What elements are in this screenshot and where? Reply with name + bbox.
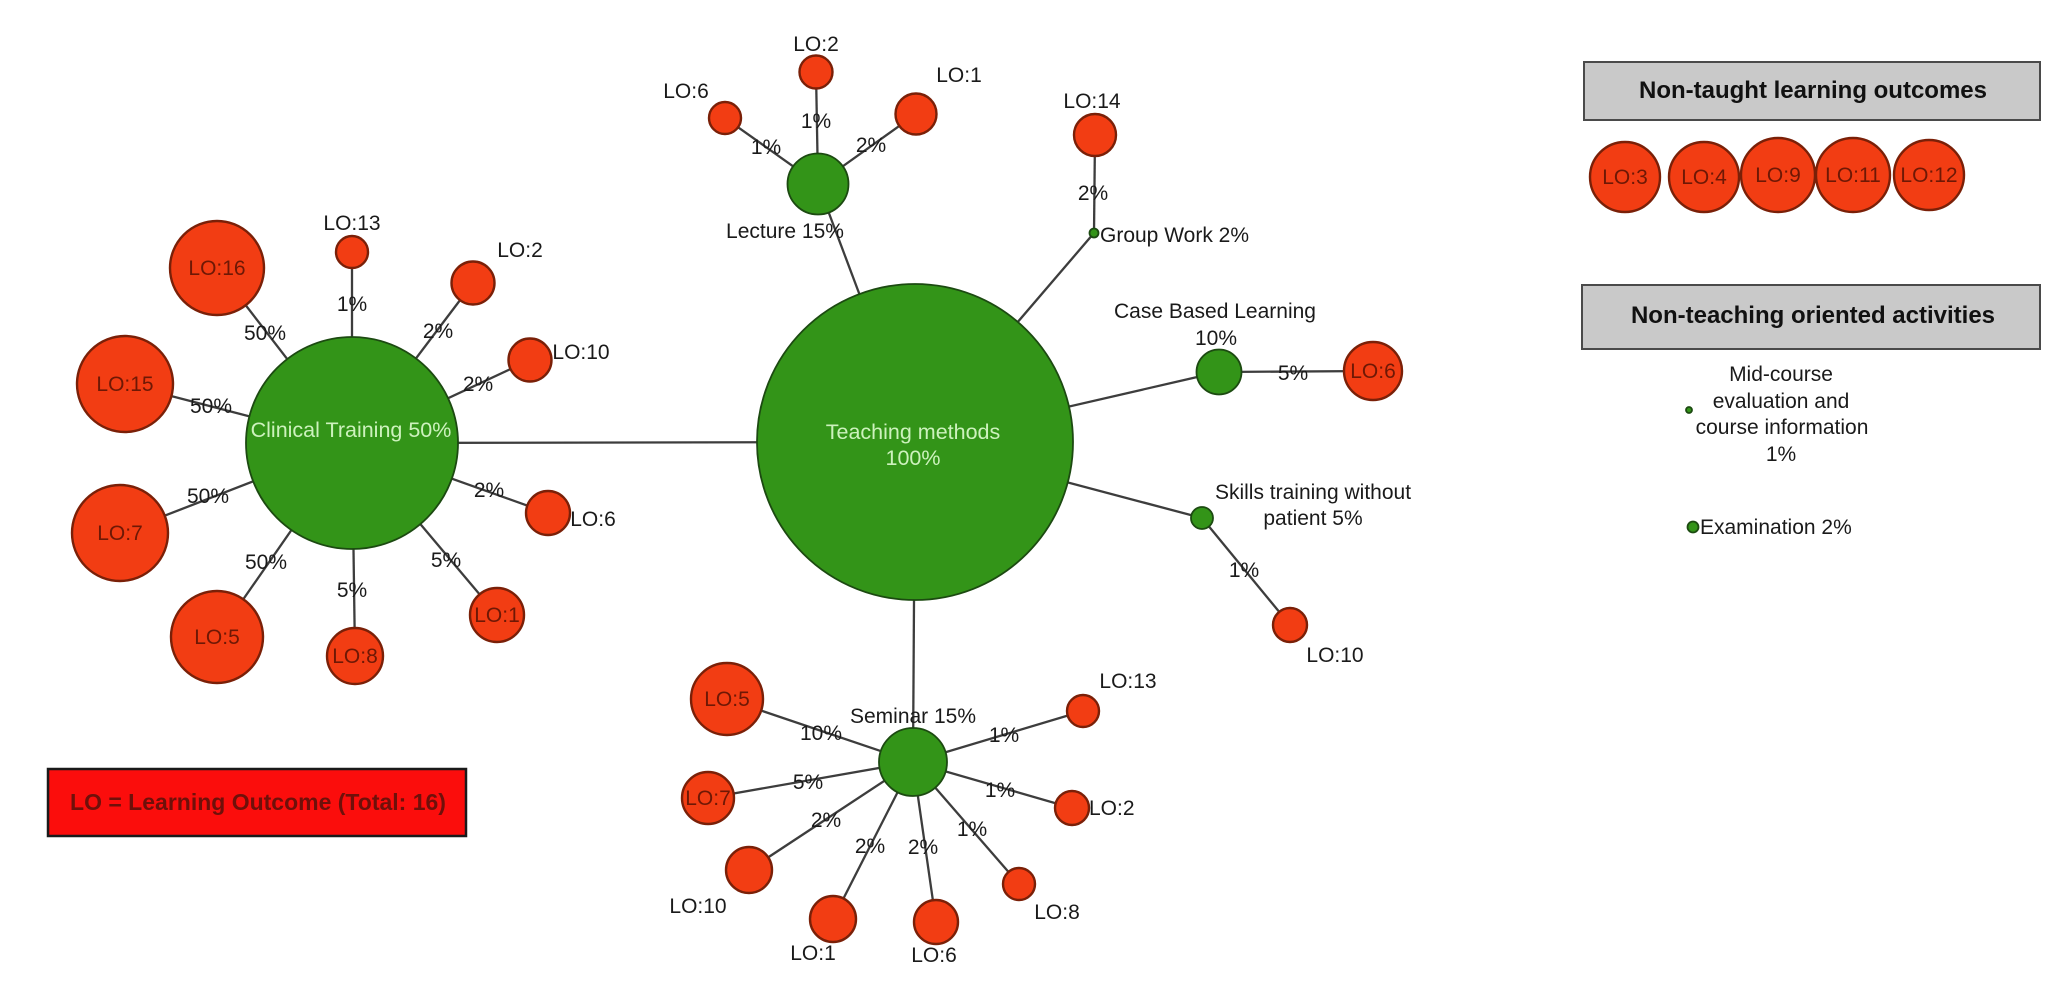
svg-text:LO:6: LO:6 — [570, 508, 616, 531]
svg-text:Non-teaching oriented activiti: Non-teaching oriented activities — [1631, 302, 1995, 329]
svg-text:LO:9: LO:9 — [1755, 164, 1801, 187]
svg-text:Lecture 15%: Lecture 15% — [726, 220, 844, 243]
svg-text:LO:6: LO:6 — [1350, 360, 1396, 383]
svg-text:Non-taught learning outcomes: Non-taught learning outcomes — [1639, 77, 1987, 104]
svg-text:LO:13: LO:13 — [323, 212, 380, 235]
svg-text:2%: 2% — [463, 373, 493, 396]
svg-text:LO:1: LO:1 — [936, 64, 982, 87]
svg-text:LO:7: LO:7 — [97, 522, 143, 545]
svg-text:Examination 2%: Examination 2% — [1700, 516, 1852, 539]
svg-text:1%: 1% — [989, 724, 1019, 747]
svg-text:LO:16: LO:16 — [188, 257, 245, 280]
svg-text:LO:8: LO:8 — [1034, 901, 1080, 924]
svg-text:1%: 1% — [957, 818, 987, 841]
svg-text:Clinical Training 50%: Clinical Training 50% — [251, 418, 452, 442]
svg-text:patient 5%: patient 5% — [1263, 507, 1362, 530]
svg-text:LO:7: LO:7 — [685, 787, 731, 810]
svg-text:LO:5: LO:5 — [704, 688, 750, 711]
svg-text:1%: 1% — [337, 293, 367, 316]
svg-text:Group Work 2%: Group Work 2% — [1100, 224, 1249, 247]
svg-text:LO:1: LO:1 — [790, 942, 836, 965]
svg-text:LO:8: LO:8 — [332, 645, 378, 668]
svg-text:Skills training without: Skills training without — [1215, 481, 1411, 504]
svg-text:10%: 10% — [800, 722, 842, 745]
svg-text:LO:5: LO:5 — [194, 626, 240, 649]
svg-text:LO:2: LO:2 — [497, 239, 543, 262]
svg-text:LO:13: LO:13 — [1099, 670, 1156, 693]
svg-text:LO:10: LO:10 — [669, 895, 726, 918]
svg-text:LO:14: LO:14 — [1063, 90, 1121, 113]
svg-text:LO:2: LO:2 — [1089, 797, 1135, 820]
svg-text:LO:12: LO:12 — [1900, 164, 1957, 187]
svg-text:LO:1: LO:1 — [474, 604, 520, 627]
svg-text:LO:6: LO:6 — [911, 944, 957, 967]
svg-text:Seminar 15%: Seminar 15% — [850, 705, 976, 728]
svg-text:2%: 2% — [1078, 182, 1108, 205]
svg-text:LO:2: LO:2 — [793, 33, 839, 56]
svg-text:Mid-course: Mid-course — [1729, 363, 1833, 386]
svg-text:50%: 50% — [187, 485, 229, 508]
svg-text:100%: 100% — [886, 446, 941, 470]
svg-text:LO:11: LO:11 — [1825, 164, 1881, 187]
svg-text:Case Based Learning: Case Based Learning — [1114, 300, 1316, 323]
svg-text:LO:10: LO:10 — [1306, 644, 1363, 667]
svg-text:1%: 1% — [1229, 559, 1259, 582]
svg-text:2%: 2% — [423, 320, 453, 343]
svg-text:50%: 50% — [245, 551, 287, 574]
svg-text:50%: 50% — [190, 395, 232, 418]
svg-text:1%: 1% — [1766, 443, 1796, 466]
svg-text:LO:15: LO:15 — [96, 373, 153, 396]
svg-text:5%: 5% — [431, 549, 461, 572]
svg-text:LO:10: LO:10 — [552, 341, 609, 364]
svg-text:LO:3: LO:3 — [1602, 166, 1648, 189]
svg-text:Teaching methods: Teaching methods — [826, 420, 1001, 444]
svg-text:LO:4: LO:4 — [1681, 166, 1727, 189]
svg-text:5%: 5% — [337, 579, 367, 602]
svg-text:2%: 2% — [856, 134, 886, 157]
svg-text:1%: 1% — [751, 136, 781, 159]
svg-text:LO:6: LO:6 — [663, 80, 709, 103]
svg-text:5%: 5% — [793, 771, 823, 794]
svg-text:1%: 1% — [985, 779, 1015, 802]
svg-text:2%: 2% — [908, 836, 938, 859]
svg-text:2%: 2% — [811, 809, 841, 832]
svg-text:2%: 2% — [855, 835, 885, 858]
svg-text:evaluation and: evaluation and — [1713, 390, 1850, 413]
svg-text:course information: course information — [1696, 416, 1869, 439]
svg-text:LO = Learning Outcome (Total:: LO = Learning Outcome (Total: 16) — [70, 789, 446, 815]
svg-text:2%: 2% — [474, 479, 504, 502]
svg-text:5%: 5% — [1278, 362, 1308, 385]
svg-text:50%: 50% — [244, 322, 286, 345]
svg-text:1%: 1% — [801, 110, 831, 133]
svg-text:10%: 10% — [1195, 327, 1237, 350]
